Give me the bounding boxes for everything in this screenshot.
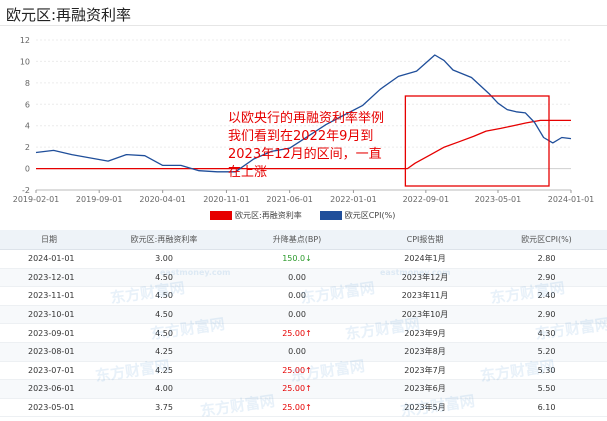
legend-label-cpi: 欧元区CPI(%) [344,211,396,220]
y-tick-label: 0 [25,165,30,174]
y-tick-label: -2 [22,186,30,195]
cell-bp: 25.00↑ [230,379,364,399]
header-period[interactable]: CPI报告期 [364,230,486,250]
header-cpi[interactable]: 欧元区CPI(%) [486,230,607,250]
cell-bp: 25.00↑ [230,323,364,343]
annotation-text: 以欧央行的再融资利率举例 [228,110,384,126]
cell-cpi: 5.50 [486,379,607,399]
cell-date: 2023-05-01 [0,398,98,418]
table-header-row: 日期 欧元区:再融资利率 升降基点(BP) CPI报告期 欧元区CPI(%) [0,230,607,250]
legend-swatch-rate [210,211,232,220]
x-tick-label: 2019-09-01 [76,195,123,204]
cell-rate: 4.25 [98,342,230,362]
x-tick-label: 2023-05-01 [475,195,522,204]
cell-cpi: 4.30 [486,323,607,343]
x-tick-label: 2020-11-01 [203,195,250,204]
cell-period: 2023年5月 [364,398,486,418]
y-tick-label: 8 [25,79,30,88]
cell-date: 2023-11-01 [0,286,98,306]
cell-bp: 0.00 [230,268,364,288]
table-row: 2023-09-01 4.50 25.00↑ 2023年9月 4.30 [0,323,607,343]
cell-period: 2023年7月 [364,361,486,381]
rate-series-line [36,119,571,170]
chart-legend: 欧元区:再融资利率 欧元区CPI(%) [210,210,395,221]
cell-rate: 4.25 [98,361,230,381]
cell-cpi: 5.30 [486,361,607,381]
header-date[interactable]: 日期 [0,230,98,250]
y-tick-label: 10 [20,57,30,66]
y-tick-label: 12 [20,36,30,45]
y-tick-label: 4 [25,122,30,131]
table-row: 2023-05-01 3.75 25.00↑ 2023年5月 6.10 [0,398,607,418]
table-body: 2024-01-01 3.00 150.0↓ 2024年1月 2.80 2023-12-0… [0,249,607,418]
x-tick-label: 2020-04-01 [139,195,186,204]
cell-cpi: 5.20 [486,342,607,362]
cell-date: 2023-12-01 [0,268,98,288]
cell-period: 2023年12月 [364,268,486,288]
cell-cpi: 2.40 [486,286,607,306]
table-row: 2023-10-01 4.50 0.00 2023年10月 2.90 [0,305,607,325]
cell-rate: 4.50 [98,286,230,306]
cell-date: 2023-09-01 [0,323,98,343]
cell-period: 2023年6月 [364,379,486,399]
y-tick-label: 2 [25,143,30,152]
header-rate[interactable]: 欧元区:再融资利率 [98,230,230,250]
table-row: 2023-12-01 4.50 0.00 2023年12月 2.90 [0,268,607,288]
cell-bp: 0.00 [230,305,364,325]
cell-date: 2023-08-01 [0,342,98,362]
cell-bp: 0.00 [230,342,364,362]
annotation-box [404,95,550,187]
cell-rate: 3.00 [98,249,230,269]
annotation-text: 我们看到在2022年9月到 [228,128,373,144]
table-row: 2023-11-01 4.50 0.00 2023年11月 2.40 [0,286,607,306]
page-title: 欧元区:再融资利率 [6,6,132,24]
cpi-series-line [35,54,572,173]
cell-cpi: 6.10 [486,398,607,418]
cell-cpi: 2.90 [486,268,607,288]
cell-period: 2023年11月 [364,286,486,306]
cell-rate: 4.00 [98,379,230,399]
x-tick-label: 2022-09-01 [403,195,450,204]
cell-bp: 150.0↓ [230,249,364,269]
cell-rate: 4.50 [98,323,230,343]
title-divider [0,25,607,26]
cell-date: 2023-07-01 [0,361,98,381]
cell-rate: 4.50 [98,268,230,288]
table-row: 2024-01-01 3.00 150.0↓ 2024年1月 2.80 [0,249,607,269]
annotation-text: 2023年12月的区间，一直 [228,146,382,162]
cell-cpi: 2.90 [486,305,607,325]
x-tick-label: 2024-01-01 [548,195,595,204]
annotation-text: 在上涨 [228,165,267,180]
header-bp[interactable]: 升降基点(BP) [230,230,364,250]
cell-cpi: 2.80 [486,249,607,269]
cell-period: 2023年9月 [364,323,486,343]
cell-bp: 0.00 [230,286,364,306]
legend-label-rate: 欧元区:再融资利率 [235,211,302,220]
x-tick-label: 2022-01-01 [330,195,377,204]
table-row: 2023-06-01 4.00 25.00↑ 2023年6月 5.50 [0,379,607,399]
legend-item-cpi[interactable]: 欧元区CPI(%) [319,210,396,221]
cell-period: 2023年10月 [364,305,486,325]
x-tick-label: 2021-06-01 [266,195,313,204]
cell-period: 2023年8月 [364,342,486,362]
legend-item-rate[interactable]: 欧元区:再融资利率 [210,210,302,221]
cell-bp: 25.00↑ [230,361,364,381]
table-row: 2023-07-01 4.25 25.00↑ 2023年7月 5.30 [0,361,607,381]
data-table: 日期 欧元区:再融资利率 升降基点(BP) CPI报告期 欧元区CPI(%) 2… [0,230,607,418]
table-row: 2023-08-01 4.25 0.00 2023年8月 5.20 [0,342,607,362]
cell-period: 2024年1月 [364,249,486,269]
cell-bp: 25.00↑ [230,398,364,418]
cell-rate: 4.50 [98,305,230,325]
x-tick-label: 2019-02-01 [13,195,60,204]
cell-date: 2023-10-01 [0,305,98,325]
legend-swatch-cpi [319,211,342,220]
cell-date: 2024-01-01 [0,249,98,269]
cell-rate: 3.75 [98,398,230,418]
cell-date: 2023-06-01 [0,379,98,399]
y-tick-label: 6 [25,100,30,109]
